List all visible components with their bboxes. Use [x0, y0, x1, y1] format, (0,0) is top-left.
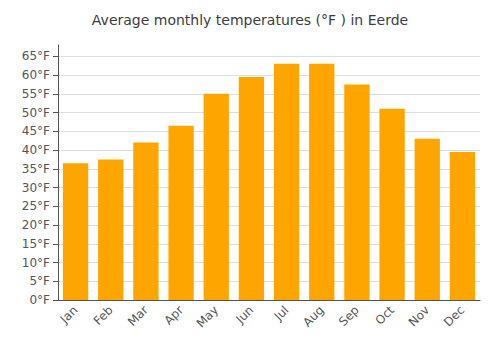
svg-text:25°F: 25°F — [22, 199, 50, 213]
svg-text:May: May — [194, 303, 221, 330]
svg-text:Aug: Aug — [300, 303, 326, 329]
svg-text:15°F: 15°F — [22, 237, 50, 251]
svg-text:Feb: Feb — [91, 303, 116, 328]
svg-text:5°F: 5°F — [29, 274, 50, 288]
svg-text:65°F: 65°F — [22, 49, 50, 63]
svg-text:Jan: Jan — [57, 303, 81, 327]
svg-text:30°F: 30°F — [22, 181, 50, 195]
svg-text:50°F: 50°F — [22, 106, 50, 120]
svg-text:Oct: Oct — [372, 303, 397, 328]
svg-text:Nov: Nov — [406, 303, 432, 329]
svg-text:Jun: Jun — [233, 303, 257, 327]
svg-text:55°F: 55°F — [22, 87, 50, 101]
svg-text:0°F: 0°F — [29, 293, 50, 307]
svg-text:20°F: 20°F — [22, 218, 50, 232]
svg-text:Jul: Jul — [271, 303, 292, 324]
svg-text:60°F: 60°F — [22, 68, 50, 82]
svg-text:10°F: 10°F — [22, 256, 50, 270]
svg-text:Dec: Dec — [441, 303, 467, 329]
svg-text:Mar: Mar — [125, 303, 151, 329]
svg-text:40°F: 40°F — [22, 143, 50, 157]
svg-text:35°F: 35°F — [22, 162, 50, 176]
svg-text:Average monthly temperatures (: Average monthly temperatures (°F ) in Ee… — [92, 12, 408, 28]
svg-text:45°F: 45°F — [22, 124, 50, 138]
svg-text:Apr: Apr — [161, 303, 186, 328]
svg-text:Sep: Sep — [336, 303, 362, 329]
